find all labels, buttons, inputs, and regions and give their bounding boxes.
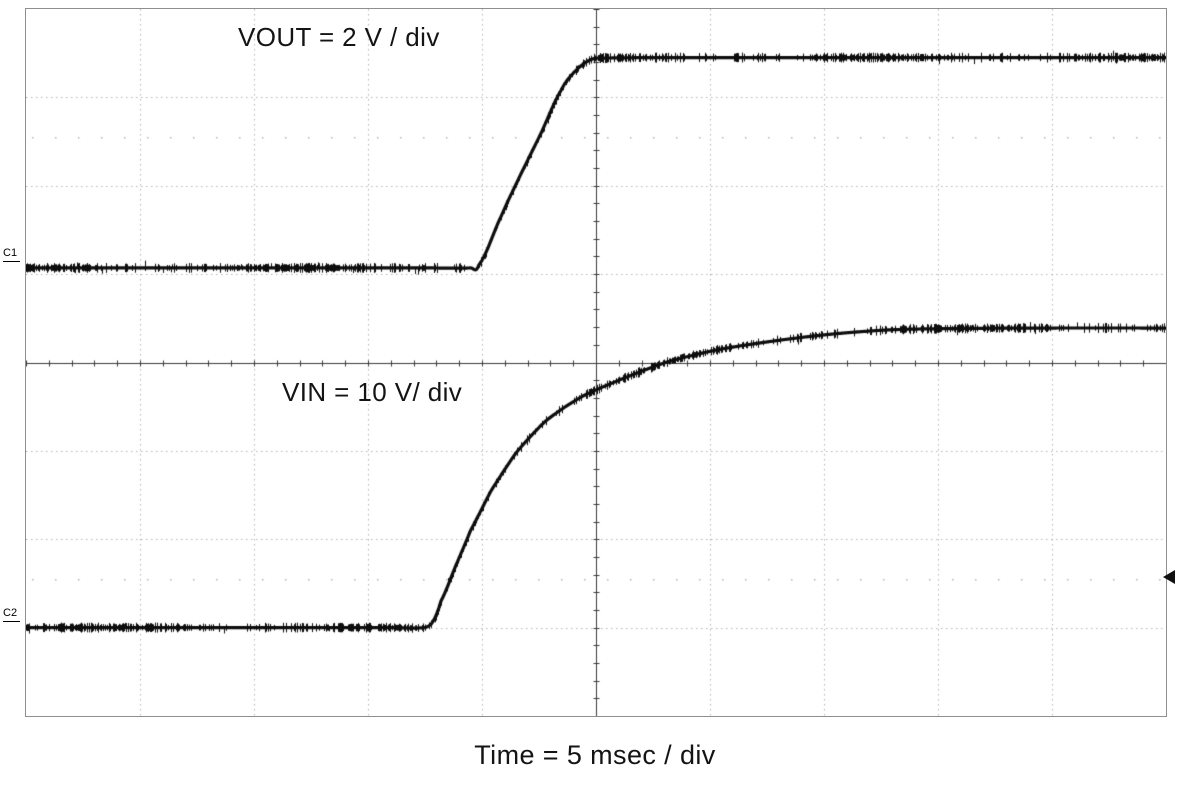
vout-scale-label: VOUT = 2 V / div [238,22,440,52]
channel-2-label: C2 [3,608,21,622]
vin-scale-label: VIN = 10 V/ div [282,377,463,407]
scope-graticule: VOUT = 2 V / div VIN = 10 V/ div [25,8,1167,717]
time-scale-label: Time = 5 msec / div [474,740,716,770]
scope-canvas [26,9,1166,716]
left-triangle-marker-icon [1163,570,1175,584]
channel-1-label: C1 [3,248,21,262]
